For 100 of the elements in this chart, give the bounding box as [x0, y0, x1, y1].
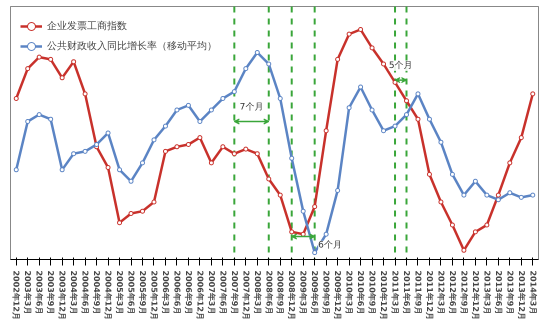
x-tick-label: 2007年12月 — [241, 270, 250, 320]
point — [518, 135, 524, 140]
point — [335, 188, 340, 193]
x-tick-label: 2004年12月 — [104, 270, 113, 320]
point — [312, 250, 318, 256]
point — [243, 146, 248, 152]
x-tick-label: 2011年9月 — [413, 270, 422, 314]
x-tick-label: 2003年9月 — [46, 270, 56, 314]
point — [220, 96, 226, 101]
x-tick-label: 2010年3月 — [344, 270, 354, 314]
point — [392, 124, 398, 129]
point — [140, 160, 145, 166]
x-tick-label: 2013年6月 — [494, 270, 503, 314]
point — [266, 62, 272, 66]
point — [346, 32, 352, 37]
point — [484, 192, 490, 198]
point — [496, 197, 501, 202]
x-tick-label: 2002年12月 — [12, 270, 21, 320]
point — [48, 116, 54, 122]
point — [530, 91, 536, 96]
point — [289, 229, 294, 234]
x-tick-label: 2004年6月 — [80, 270, 90, 314]
x-tick-label: 2005年12月 — [149, 270, 158, 320]
point — [278, 192, 283, 198]
x-tick-label: 2008年12月 — [287, 270, 296, 320]
x-tick-label: 2008年9月 — [276, 270, 285, 314]
point — [312, 204, 318, 210]
point — [128, 178, 134, 184]
point — [472, 178, 478, 184]
point — [151, 200, 156, 204]
x-tick-label: 2005年9月 — [138, 270, 147, 314]
x-tick-label: 2010年6月 — [356, 270, 366, 314]
x-tick-label: 2006年3月 — [160, 270, 170, 314]
point — [484, 222, 490, 228]
point — [117, 220, 122, 226]
x-tick-label: 2005年6月 — [126, 270, 136, 314]
point — [174, 108, 180, 112]
x-tick-label: 2006年9月 — [184, 270, 193, 314]
point — [25, 119, 30, 124]
point — [370, 108, 375, 112]
point — [450, 172, 455, 177]
point — [25, 66, 30, 72]
point — [266, 176, 272, 182]
point — [426, 172, 432, 177]
point — [438, 140, 444, 145]
point — [404, 112, 409, 118]
legend-label: 企业发票工商指数 — [47, 20, 127, 33]
x-tick-label: 2008年6月 — [264, 270, 274, 314]
point — [472, 229, 478, 234]
point — [278, 96, 283, 101]
point — [151, 137, 156, 142]
x-tick-label: 2011年3月 — [390, 270, 400, 314]
point — [461, 192, 466, 198]
x-tick-label: 2010年9月 — [368, 270, 377, 314]
point — [300, 208, 306, 214]
x-tick-label: 2013年12月 — [516, 270, 526, 320]
point — [450, 222, 455, 228]
point — [243, 66, 248, 72]
point — [106, 130, 111, 136]
point — [14, 167, 19, 172]
x-tick-label: 2007年6月 — [218, 270, 228, 314]
point — [507, 190, 512, 196]
point — [381, 128, 386, 134]
point — [208, 160, 214, 166]
point — [507, 160, 512, 166]
point — [426, 116, 432, 122]
point — [140, 208, 145, 214]
point — [82, 148, 88, 154]
point — [496, 192, 501, 198]
x-tick-label: 2007年9月 — [230, 270, 239, 314]
point — [14, 96, 19, 101]
point — [289, 156, 294, 161]
point — [232, 151, 237, 156]
x-tick-label: 2007年3月 — [206, 270, 216, 314]
point — [106, 165, 111, 170]
annotation: 5个月 — [388, 60, 413, 71]
x-tick-label: 2009年3月 — [298, 270, 308, 314]
x-tick-label: 2006年12月 — [195, 270, 204, 320]
x-tick-label: 2009年6月 — [310, 270, 320, 314]
point — [82, 91, 88, 96]
x-tick-label: 2004年3月 — [69, 270, 78, 314]
x-tick-label: 2005年3月 — [115, 270, 124, 314]
point — [197, 135, 202, 140]
x-tick-label: 2009年12月 — [333, 270, 342, 320]
point — [117, 167, 122, 172]
legend-label: 公共财政收入同比增长率（移动平均） — [47, 40, 217, 53]
point — [335, 56, 340, 62]
point — [220, 144, 226, 150]
point — [381, 62, 386, 66]
annotation: 7个月 — [240, 101, 264, 112]
point — [94, 142, 100, 147]
point — [60, 75, 65, 80]
point — [415, 116, 420, 122]
x-tick-label: 2011年6月 — [402, 270, 411, 314]
point — [186, 102, 191, 108]
x-tick-label: 2003年6月 — [34, 270, 44, 314]
x-tick-label: 2003年12月 — [58, 270, 67, 320]
x-tick-label: 2012年6月 — [448, 270, 457, 314]
point — [324, 128, 329, 134]
point — [186, 142, 191, 147]
